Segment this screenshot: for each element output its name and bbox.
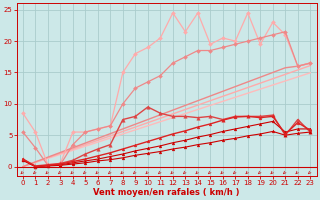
X-axis label: Vent moyen/en rafales ( km/h ): Vent moyen/en rafales ( km/h ) [93,188,240,197]
